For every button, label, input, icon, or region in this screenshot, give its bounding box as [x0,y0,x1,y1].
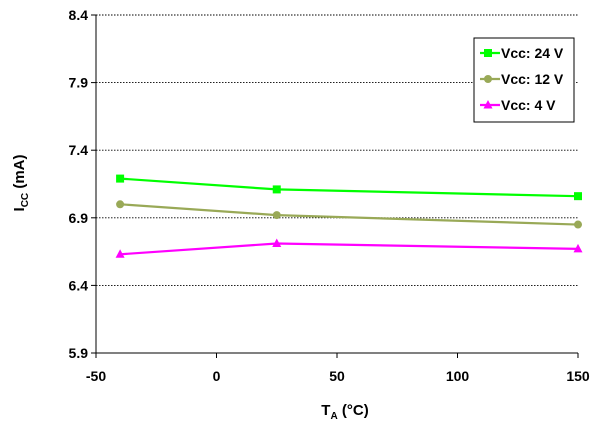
legend-item-2: Vcc: 4 V [480,97,556,113]
series-0-point-2 [574,192,582,201]
series-0 [116,174,582,201]
y-tick-label-4: 7.9 [69,75,89,91]
legend-label-2: Vcc: 4 V [501,97,556,113]
series-1-point-1 [272,211,281,220]
x-axis-title-sub: A [330,411,337,422]
series-2-point-1 [272,238,282,247]
x-tick-label-0: -50 [86,368,106,384]
series-1-point-0 [116,200,125,209]
legend-label-1: Vcc: 12 V [501,71,564,87]
legend-item-0: Vcc: 24 V [480,45,564,61]
y-tick-label-5: 8.4 [69,7,89,23]
legend-item-1: Vcc: 12 V [480,71,564,87]
series-2-point-2 [573,243,583,253]
series-2-line [120,242,579,256]
series-2-point-0 [115,249,125,258]
legend: Vcc: 24 V Vcc: 12 V Vcc: 4 V [473,37,575,123]
series-0-point-1 [272,185,281,194]
y-axis-title-sub: CC [20,193,31,207]
legend-label-0: Vcc: 24 V [501,45,564,61]
x-tick-label-1: 0 [213,368,221,384]
x-axis-ticks: -50 0 50 100 150 [86,353,590,384]
series-layer [115,174,583,258]
series-0-point-0 [116,174,125,183]
x-tick-label-2: 50 [329,368,345,384]
x-axis-title-unit: (°C) [338,402,369,419]
x-tick-label-4: 150 [566,368,590,384]
y-axis-title: ICC (mA) [11,155,31,212]
y-tick-label-3: 7.4 [69,142,89,158]
y-tick-label-1: 6.4 [69,277,89,293]
series-1 [116,200,582,229]
series-0-line [120,177,579,198]
y-tick-label-0: 5.9 [69,345,89,361]
y-tick-label-2: 6.9 [69,210,89,226]
legend-swatch-marker-1 [484,75,492,83]
series-1-point-2 [574,220,582,229]
legend-swatch-marker-0 [484,49,492,57]
y-axis-ticks: 5.9 6.4 6.9 7.4 7.9 8.4 [69,7,96,361]
x-axis-title-main: T [321,402,330,419]
series-1-line [120,203,579,226]
y-axis-title-unit: (mA) [11,155,28,193]
series-2 [115,238,583,258]
legend-swatch-marker-2 [483,100,493,109]
x-axis-title: TA (°C) [321,402,368,422]
x-tick-label-3: 100 [446,368,470,384]
y-axis-title-main: I [11,207,28,211]
